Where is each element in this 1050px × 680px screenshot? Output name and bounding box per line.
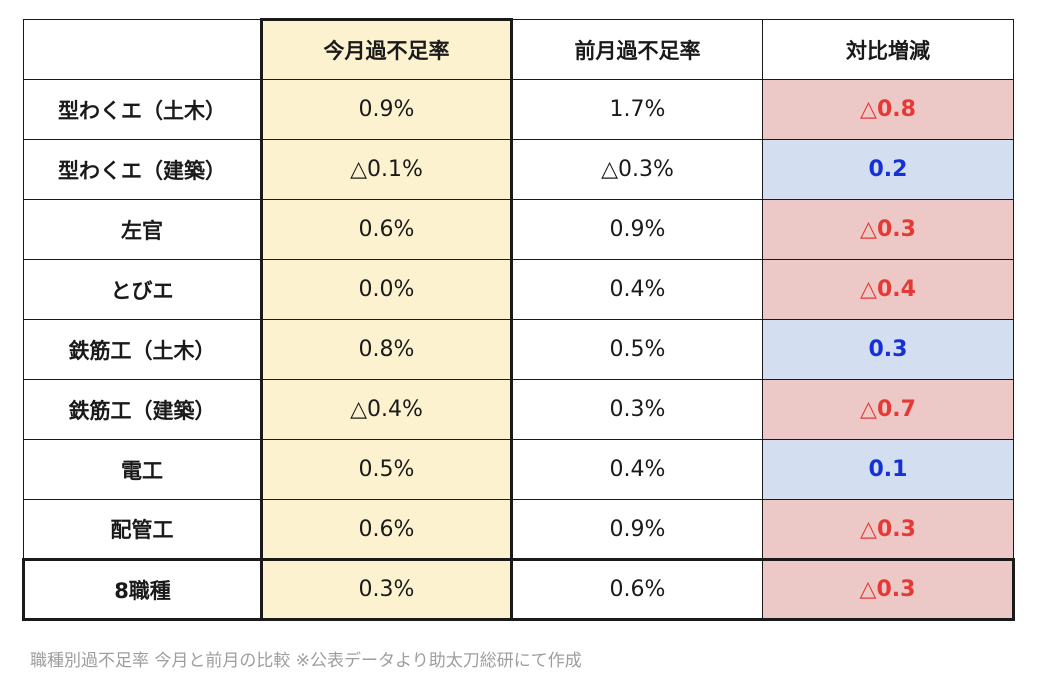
row-label: 左官: [23, 199, 262, 260]
table-body: 型わくエ（土木） 0.9% 1.7% △0.8 型わくエ（建築） △0.1% △0.3% 0.…: [22, 79, 1015, 621]
row-label: とびエ: [23, 259, 262, 320]
diff-cell: △0.3: [762, 199, 1014, 260]
table-row: 鉄筋工（建築） △0.4% 0.3% △0.7: [23, 379, 1014, 440]
header-previous-month: 前月過不足率: [511, 19, 763, 80]
current-rate-cell: 0.0%: [260, 259, 513, 320]
diff-cell: △0.3: [762, 558, 1015, 621]
current-rate-cell: △0.4%: [260, 379, 513, 440]
table-row: とびエ 0.0% 0.4% △0.4: [23, 259, 1014, 320]
diff-cell: △0.7: [762, 379, 1014, 440]
row-label: 電工: [23, 439, 262, 500]
row-label: 型わくエ（土木）: [23, 79, 262, 140]
row-label: 鉄筋工（建築）: [23, 379, 262, 440]
row-label: 型わくエ（建築）: [23, 139, 262, 200]
row-label: 8職種: [22, 558, 262, 621]
previous-rate-cell: 0.3%: [511, 379, 763, 440]
table-header-row: 今月過不足率 前月過不足率 対比増減: [23, 18, 1014, 80]
previous-rate-cell: 1.7%: [511, 79, 763, 140]
header-empty: [23, 19, 262, 80]
shortage-rate-table: 今月過不足率 前月過不足率 対比増減 型わくエ（土木） 0.9% 1.7% △0.8 型…: [22, 18, 1015, 621]
header-comparison: 対比増減: [762, 19, 1014, 80]
current-rate-cell: 0.6%: [260, 499, 513, 560]
current-rate-cell: 0.9%: [260, 79, 513, 140]
table-caption: 職種別過不足率 今月と前月の比較 ※公表データより助太刀総研にて作成: [30, 651, 582, 671]
diff-cell: 0.1: [762, 439, 1014, 500]
table-row: 8職種 0.3% 0.6% △0.3: [22, 558, 1015, 621]
table-row: 左官 0.6% 0.9% △0.3: [23, 199, 1014, 260]
header-current-month: 今月過不足率: [260, 18, 513, 80]
table-row: 電工 0.5% 0.4% 0.1: [23, 439, 1014, 500]
diff-cell: 0.2: [762, 139, 1014, 200]
table-row: 配管工 0.6% 0.9% △0.3: [23, 499, 1014, 560]
comparison-table-container: 今月過不足率 前月過不足率 対比増減 型わくエ（土木） 0.9% 1.7% △0.8 型…: [22, 18, 1015, 621]
diff-cell: △0.8: [762, 79, 1014, 140]
row-label: 配管工: [23, 499, 262, 560]
previous-rate-cell: △0.3%: [511, 139, 763, 200]
diff-cell: 0.3: [762, 319, 1014, 380]
table-row: 型わくエ（土木） 0.9% 1.7% △0.8: [23, 79, 1014, 140]
row-label: 鉄筋工（土木）: [23, 319, 262, 380]
current-rate-cell: 0.5%: [260, 439, 513, 500]
previous-rate-cell: 0.6%: [511, 558, 763, 621]
previous-rate-cell: 0.5%: [511, 319, 763, 380]
current-rate-cell: 0.3%: [260, 558, 513, 621]
current-rate-cell: △0.1%: [260, 139, 513, 200]
table-row: 型わくエ（建築） △0.1% △0.3% 0.2: [23, 139, 1014, 200]
current-rate-cell: 0.6%: [260, 199, 513, 260]
current-rate-cell: 0.8%: [260, 319, 513, 380]
previous-rate-cell: 0.4%: [511, 259, 763, 320]
previous-rate-cell: 0.9%: [511, 199, 763, 260]
previous-rate-cell: 0.9%: [511, 499, 763, 560]
table-row: 鉄筋工（土木） 0.8% 0.5% 0.3: [23, 319, 1014, 380]
diff-cell: △0.3: [762, 499, 1014, 560]
diff-cell: △0.4: [762, 259, 1014, 320]
previous-rate-cell: 0.4%: [511, 439, 763, 500]
